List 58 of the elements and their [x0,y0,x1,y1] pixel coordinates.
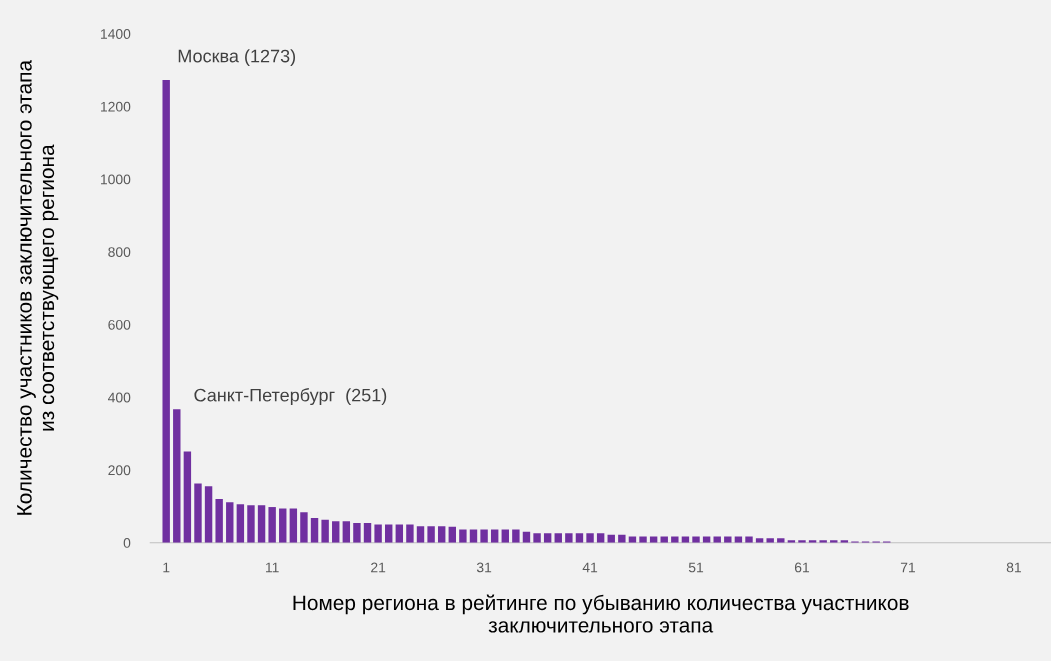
bar [374,524,382,543]
x-tick-label: 61 [794,562,810,573]
bar [459,529,467,543]
y-tick-label: 800 [108,247,131,258]
bar [194,483,202,543]
y-tick-label: 1400 [101,29,131,39]
bar [596,533,605,543]
y-tick-label: 600 [108,319,131,330]
bar [226,502,234,543]
bar [257,505,266,543]
bar [268,507,276,543]
y-tick-label: 0 [123,538,131,548]
bar [406,524,414,543]
bar [162,79,170,543]
y-tick-label: 200 [108,465,131,476]
y-axis-title: Количество участников заключительного этапа из соответствующего региона [17,59,59,515]
bar [342,521,351,543]
x-tick-label: 11 [266,562,279,573]
bar [204,486,213,543]
bar [173,409,181,543]
bar [586,533,594,543]
bar [300,512,308,543]
bar [183,451,192,543]
bar [247,505,255,543]
y-tick-label: 400 [108,392,131,403]
bar [543,533,552,543]
bar [332,521,340,543]
x-tick-label: 1 [163,562,170,573]
annotation: Санкт-Петербург (251) [194,388,387,406]
bar [437,526,446,543]
bar [289,508,298,543]
bar [533,533,541,543]
bar [310,517,319,543]
bar [575,533,584,543]
x-tick-label: 81 [1006,562,1021,573]
bar [480,529,488,543]
bar [321,519,329,543]
bar [427,526,435,543]
bar [565,533,573,543]
x-tick-label: 71 [900,562,915,573]
bar [554,533,562,543]
bar [363,523,372,543]
y-tick-label: 1000 [101,174,131,185]
bar [618,534,626,543]
annotation: Москва (1273) [178,49,296,66]
bar [416,526,425,543]
bar [279,508,287,543]
bar [215,499,223,543]
bar [236,504,245,543]
x-axis-title: Номер региона в рейтинге по убыванию количества участников заключительного этапа [293,594,909,633]
x-tick-label: 31 [476,562,492,573]
bar [512,529,520,543]
x-tick-label: 41 [582,562,598,573]
x-tick-label: 21 [371,562,386,573]
y-tick-label: 1200 [101,101,131,112]
bar [766,538,774,543]
bar [353,523,361,543]
x-tick-label: 51 [688,562,704,573]
